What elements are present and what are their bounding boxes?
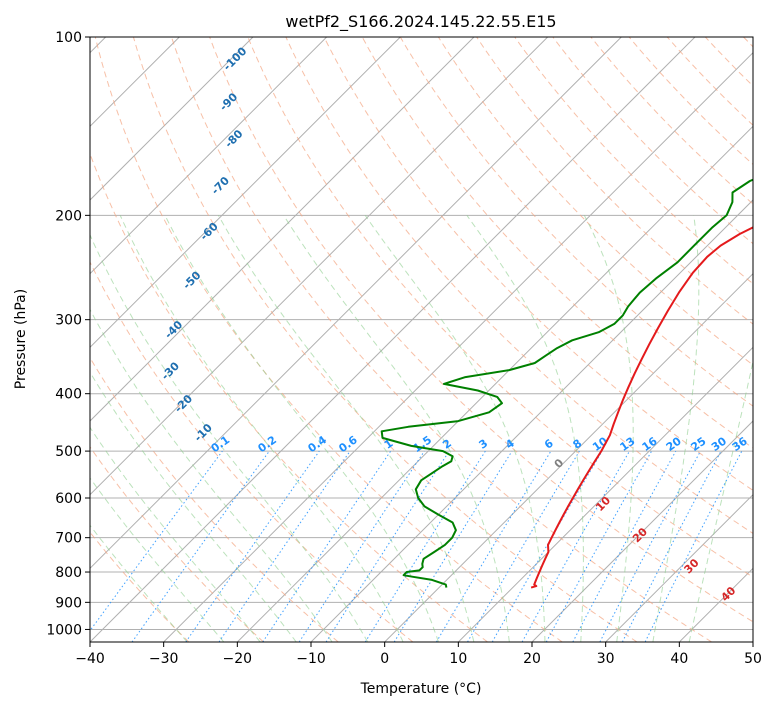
mixing-ratio-line: [131, 450, 270, 642]
dry-adiabat-line: [90, 356, 339, 642]
x-tick-label: −30: [149, 651, 179, 667]
y-tick-label: 600: [55, 491, 82, 507]
moist-adiabat-line: [119, 215, 404, 642]
moist-adiabat-line: [90, 233, 369, 642]
isotherm-line: [457, 346, 753, 642]
mixing-ratio-line: [262, 450, 392, 642]
mixing-ratio-line: [572, 450, 677, 642]
mixing-ratio-line: [298, 450, 425, 642]
dry-adiabat-line: [285, 37, 753, 535]
moist-adiabat-line: [90, 371, 297, 642]
moist-adiabat-line: [652, 215, 700, 642]
x-tick-label: 20: [523, 651, 541, 667]
moist-adiabat-line: [364, 215, 546, 642]
moist-adiabat-line: [90, 477, 225, 642]
x-tick-label: −20: [223, 651, 253, 667]
isotherm-line: [163, 51, 753, 642]
mixing-ratio-line: [545, 450, 653, 642]
isotherm-line: [605, 493, 753, 642]
plot-frame: [89, 36, 754, 643]
isotherm-line: [90, 37, 622, 570]
mixing-ratio-line: [521, 450, 630, 642]
mixing-ratio-line: [90, 450, 223, 632]
dewpoint-profile-line: [380, 178, 753, 588]
moist-adiabat-line: [90, 426, 261, 642]
isotherm-line: [236, 125, 753, 642]
mixing-ratio-line: [218, 450, 351, 642]
x-tick-label: −40: [75, 651, 105, 667]
chart-title: wetPf2_S166.2024.145.22.55.E15: [285, 12, 556, 32]
dry-adiabat-line: [323, 37, 753, 491]
y-tick-label: 100: [55, 30, 82, 46]
x-tick-label: −10: [296, 651, 326, 667]
mixing-ratio-line: [393, 450, 513, 642]
dry-adiabat-line: [247, 37, 753, 578]
isotherm-line: [531, 420, 753, 642]
x-tick-label: 50: [744, 651, 762, 667]
moist-adiabat-line: [90, 308, 333, 642]
x-tick-label: 30: [597, 651, 615, 667]
y-axis-label: Pressure (hPa): [13, 289, 29, 389]
moist-adiabat-line: [283, 215, 510, 642]
moist-adiabat-line: [217, 215, 475, 642]
mixing-ratio-line: [644, 450, 743, 642]
axis-ticks: −40 −30 −20 −10 0 10 20 30 40 50 100 200 300 400 500 60…: [46, 30, 762, 667]
temperature-profile-line: [530, 226, 753, 589]
isotherm-line: [90, 37, 696, 642]
dry-adiabat-line: [514, 37, 753, 285]
y-tick-label: 300: [55, 313, 82, 329]
dry-adiabat-line: [94, 37, 563, 642]
mixing-ratio-line: [325, 450, 450, 642]
dry-adiabat-line: [90, 260, 414, 642]
isotherm-line: [90, 37, 401, 349]
y-tick-label: 200: [55, 208, 82, 224]
dry-adiabat-line: [476, 37, 753, 325]
x-axis-label: Temperature (°C): [360, 681, 482, 697]
y-tick-label: 700: [55, 531, 82, 547]
x-tick-label: 10: [449, 651, 467, 667]
x-tick-label: 0: [380, 651, 389, 667]
isotherm-line: [90, 37, 254, 201]
y-tick-label: 900: [55, 595, 82, 611]
isotherm-line: [90, 37, 328, 275]
dry-adiabat-line: [90, 446, 264, 642]
y-tick-label: 500: [55, 444, 82, 460]
y-tick-label: 400: [55, 387, 82, 403]
y-tick-label: 800: [55, 565, 82, 581]
moist-adiabat-line: [583, 215, 634, 642]
isotherm-line: [384, 272, 753, 642]
mixing-ratio-line: [185, 450, 320, 642]
y-tick-label: 1000: [46, 622, 82, 638]
plot-area: 0.1 0.2 0.4 0.6 1 1.5 2 3 4 6 8 10 13 16 20 25 30 36-100-…: [90, 37, 753, 642]
dry-adiabat-line: [209, 37, 753, 623]
dry-adiabat-line: [171, 37, 712, 642]
isotherm-line: [90, 37, 549, 496]
moist-adiabat-line: [164, 215, 439, 642]
x-tick-label: 40: [670, 651, 688, 667]
dry-adiabat-line: [132, 37, 638, 642]
isotherm-line: [90, 37, 475, 422]
